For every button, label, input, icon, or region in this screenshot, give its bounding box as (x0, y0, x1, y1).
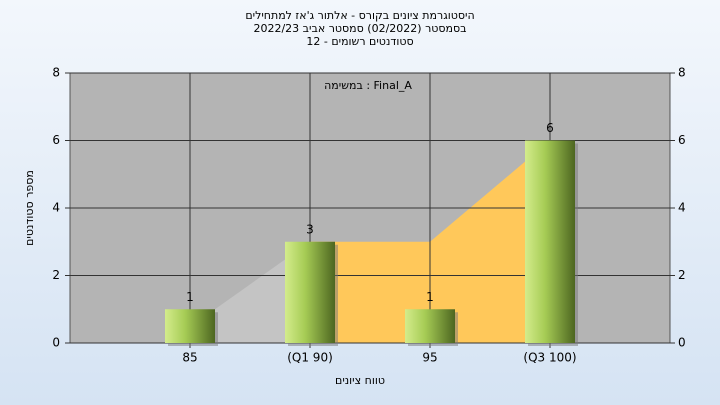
area-segment (310, 241, 430, 343)
chart-subtitle: סטודנטים רשומים - 12 (306, 35, 413, 48)
y-tick-label: 6 (52, 133, 60, 147)
bar (405, 309, 455, 343)
bar (525, 140, 575, 343)
data-label: 1 (186, 290, 194, 304)
y-tick-label: 2 (52, 268, 60, 282)
x-tick-label: 95 (422, 351, 437, 365)
bar (285, 241, 335, 343)
y2-tick-label: 6 (678, 133, 686, 147)
x-tick-label: (Q3 100) (523, 351, 576, 365)
data-label: 1 (426, 290, 434, 304)
area-segment (430, 140, 550, 343)
x-tick-label: (Q1 90) (287, 351, 333, 365)
x-tick-label: 85 (182, 351, 197, 365)
y-tick-label: 8 (52, 66, 60, 80)
y2-tick-label: 0 (678, 336, 686, 350)
chart-title: היסטוגרמת ציונים בקורס - אלתור ג'אז למתח… (245, 9, 474, 22)
y2-tick-label: 8 (678, 66, 686, 80)
y-tick-label: 0 (52, 336, 60, 350)
y2-tick-label: 2 (678, 268, 686, 282)
data-label: 6 (546, 121, 554, 135)
y-tick-label: 4 (52, 201, 60, 215)
data-label: 3 (306, 222, 314, 236)
y-axis-label: מספר סטודנטים (23, 170, 36, 246)
x-axis-label: טווח ציונים (335, 374, 385, 387)
bar (165, 309, 215, 343)
chart-subtitle: בסמסטר (02/2022) סמסטר אביב 2022/23 (253, 22, 466, 35)
annotation: במשימה : Final_A (324, 79, 412, 92)
y2-tick-label: 4 (678, 201, 686, 215)
